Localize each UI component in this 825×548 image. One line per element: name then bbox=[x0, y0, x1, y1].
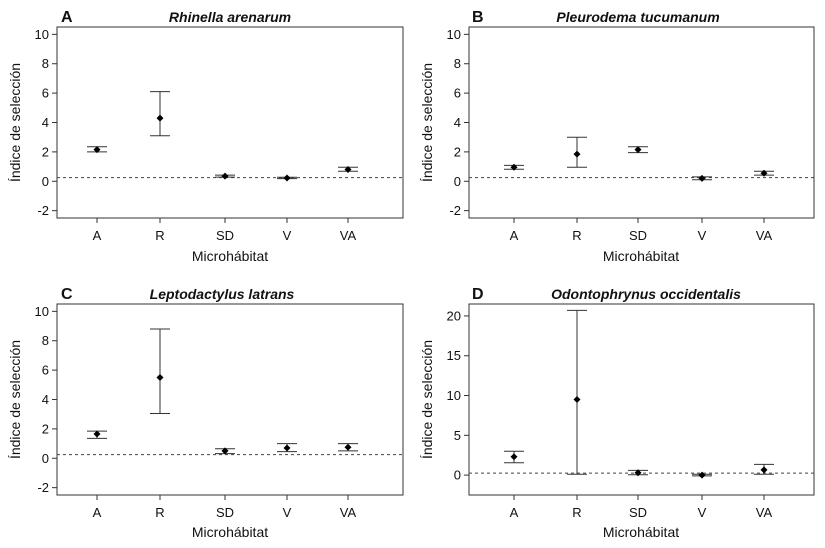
x-tick-label: V bbox=[698, 228, 707, 243]
x-tick-label: R bbox=[572, 505, 581, 520]
x-tick-label: SD bbox=[216, 505, 234, 520]
y-tick-label: 10 bbox=[35, 304, 49, 319]
panel-letter: A bbox=[61, 9, 73, 26]
x-tick-label: A bbox=[510, 228, 519, 243]
panel-title: Odontophrynus occidentalis bbox=[551, 286, 741, 302]
panel-title: Pleurodema tucumanum bbox=[556, 9, 719, 25]
data-point bbox=[93, 146, 101, 154]
data-point bbox=[698, 174, 706, 182]
data-point bbox=[573, 150, 581, 158]
x-axis-label: Microhábitat bbox=[603, 524, 679, 540]
y-tick-label: 4 bbox=[454, 115, 461, 130]
panel-title: Leptodactylus latrans bbox=[150, 286, 295, 302]
panel-letter: B bbox=[472, 9, 484, 26]
y-tick-label: 5 bbox=[454, 428, 461, 443]
x-tick-label: SD bbox=[629, 228, 647, 243]
plot-frame bbox=[468, 26, 815, 219]
y-tick-label: 0 bbox=[42, 451, 49, 466]
y-tick-label: 8 bbox=[42, 56, 49, 71]
y-tick-label: 0 bbox=[42, 174, 49, 189]
panel-title: Rhinella arenarum bbox=[169, 9, 291, 25]
x-tick-label: R bbox=[155, 228, 164, 243]
panel-a: A Rhinella arenarum Microhábitat Índice … bbox=[7, 9, 404, 264]
data-point bbox=[634, 146, 642, 154]
data-point bbox=[344, 166, 352, 174]
data-point bbox=[283, 174, 291, 182]
data-point bbox=[344, 443, 352, 451]
x-tick-label: R bbox=[155, 505, 164, 520]
panel-c: C Leptodactylus latrans Microhábitat Índ… bbox=[7, 286, 404, 540]
x-axis-label: Microhábitat bbox=[603, 248, 679, 264]
x-tick-label: R bbox=[572, 228, 581, 243]
chart-marks: -2 0 2 4 6 8 10 A R SD V VA bbox=[35, 27, 403, 243]
y-tick-label: 8 bbox=[454, 56, 461, 71]
y-tick-label: 15 bbox=[447, 348, 461, 363]
panel-d: D Odontophrynus occidentalis Microhábita… bbox=[419, 286, 815, 540]
panel-letter: C bbox=[61, 286, 73, 303]
y-tick-label: 20 bbox=[447, 308, 461, 323]
data-point bbox=[634, 469, 642, 477]
chart-marks: 0 5 10 15 20 A R SD V VA bbox=[447, 308, 814, 520]
y-axis-label: Índice de selección bbox=[419, 340, 435, 459]
chart-marks: -2 0 2 4 6 8 10 A R SD V VA bbox=[35, 304, 403, 520]
plot-frame bbox=[468, 303, 815, 496]
y-tick-label: 8 bbox=[42, 333, 49, 348]
data-point bbox=[221, 447, 229, 455]
chart-marks: -2 0 2 4 6 8 10 A R SD V VA bbox=[447, 27, 814, 243]
data-point bbox=[760, 169, 768, 177]
y-axis-label: Índice de selección bbox=[419, 63, 435, 182]
panel-b: B Pleurodema tucumanum Microhábitat Índi… bbox=[419, 9, 815, 264]
y-tick-label: 0 bbox=[454, 468, 461, 483]
y-tick-label: 4 bbox=[42, 115, 49, 130]
y-tick-label: -2 bbox=[37, 480, 49, 495]
x-tick-label: SD bbox=[216, 228, 234, 243]
data-point bbox=[93, 430, 101, 438]
data-point bbox=[510, 163, 518, 171]
y-tick-label: 6 bbox=[42, 363, 49, 378]
x-axis-label: Microhábitat bbox=[192, 524, 268, 540]
x-tick-label: VA bbox=[340, 228, 357, 243]
plot-frame bbox=[56, 26, 404, 219]
y-tick-label: 6 bbox=[454, 86, 461, 101]
y-tick-label: 4 bbox=[42, 392, 49, 407]
y-tick-label: 2 bbox=[42, 421, 49, 436]
y-tick-label: 10 bbox=[447, 27, 461, 42]
data-point bbox=[760, 466, 768, 474]
y-tick-label: 0 bbox=[454, 174, 461, 189]
x-tick-label: V bbox=[283, 505, 292, 520]
y-tick-label: -2 bbox=[37, 203, 49, 218]
x-tick-label: VA bbox=[756, 228, 773, 243]
x-tick-label: A bbox=[93, 228, 102, 243]
x-tick-label: V bbox=[698, 505, 707, 520]
data-point bbox=[156, 373, 164, 381]
x-axis-label: Microhábitat bbox=[192, 248, 268, 264]
y-axis-label: Índice de selección bbox=[7, 340, 23, 459]
data-point bbox=[510, 453, 518, 461]
x-tick-label: V bbox=[283, 228, 292, 243]
x-tick-label: SD bbox=[629, 505, 647, 520]
x-tick-label: A bbox=[93, 505, 102, 520]
panel-letter: D bbox=[472, 286, 484, 303]
plot-frame bbox=[56, 303, 404, 496]
data-point bbox=[698, 471, 706, 479]
y-tick-label: -2 bbox=[449, 203, 461, 218]
x-tick-label: VA bbox=[340, 505, 357, 520]
y-tick-label: 6 bbox=[42, 86, 49, 101]
data-point bbox=[573, 396, 581, 403]
x-tick-label: VA bbox=[756, 505, 773, 520]
y-tick-label: 2 bbox=[454, 144, 461, 159]
data-point bbox=[283, 444, 291, 452]
y-tick-label: 10 bbox=[447, 388, 461, 403]
y-tick-label: 10 bbox=[35, 27, 49, 42]
x-tick-label: A bbox=[510, 505, 519, 520]
y-axis-label: Índice de selección bbox=[7, 63, 23, 182]
y-tick-label: 2 bbox=[42, 144, 49, 159]
data-point bbox=[156, 114, 164, 122]
data-point bbox=[221, 172, 229, 180]
